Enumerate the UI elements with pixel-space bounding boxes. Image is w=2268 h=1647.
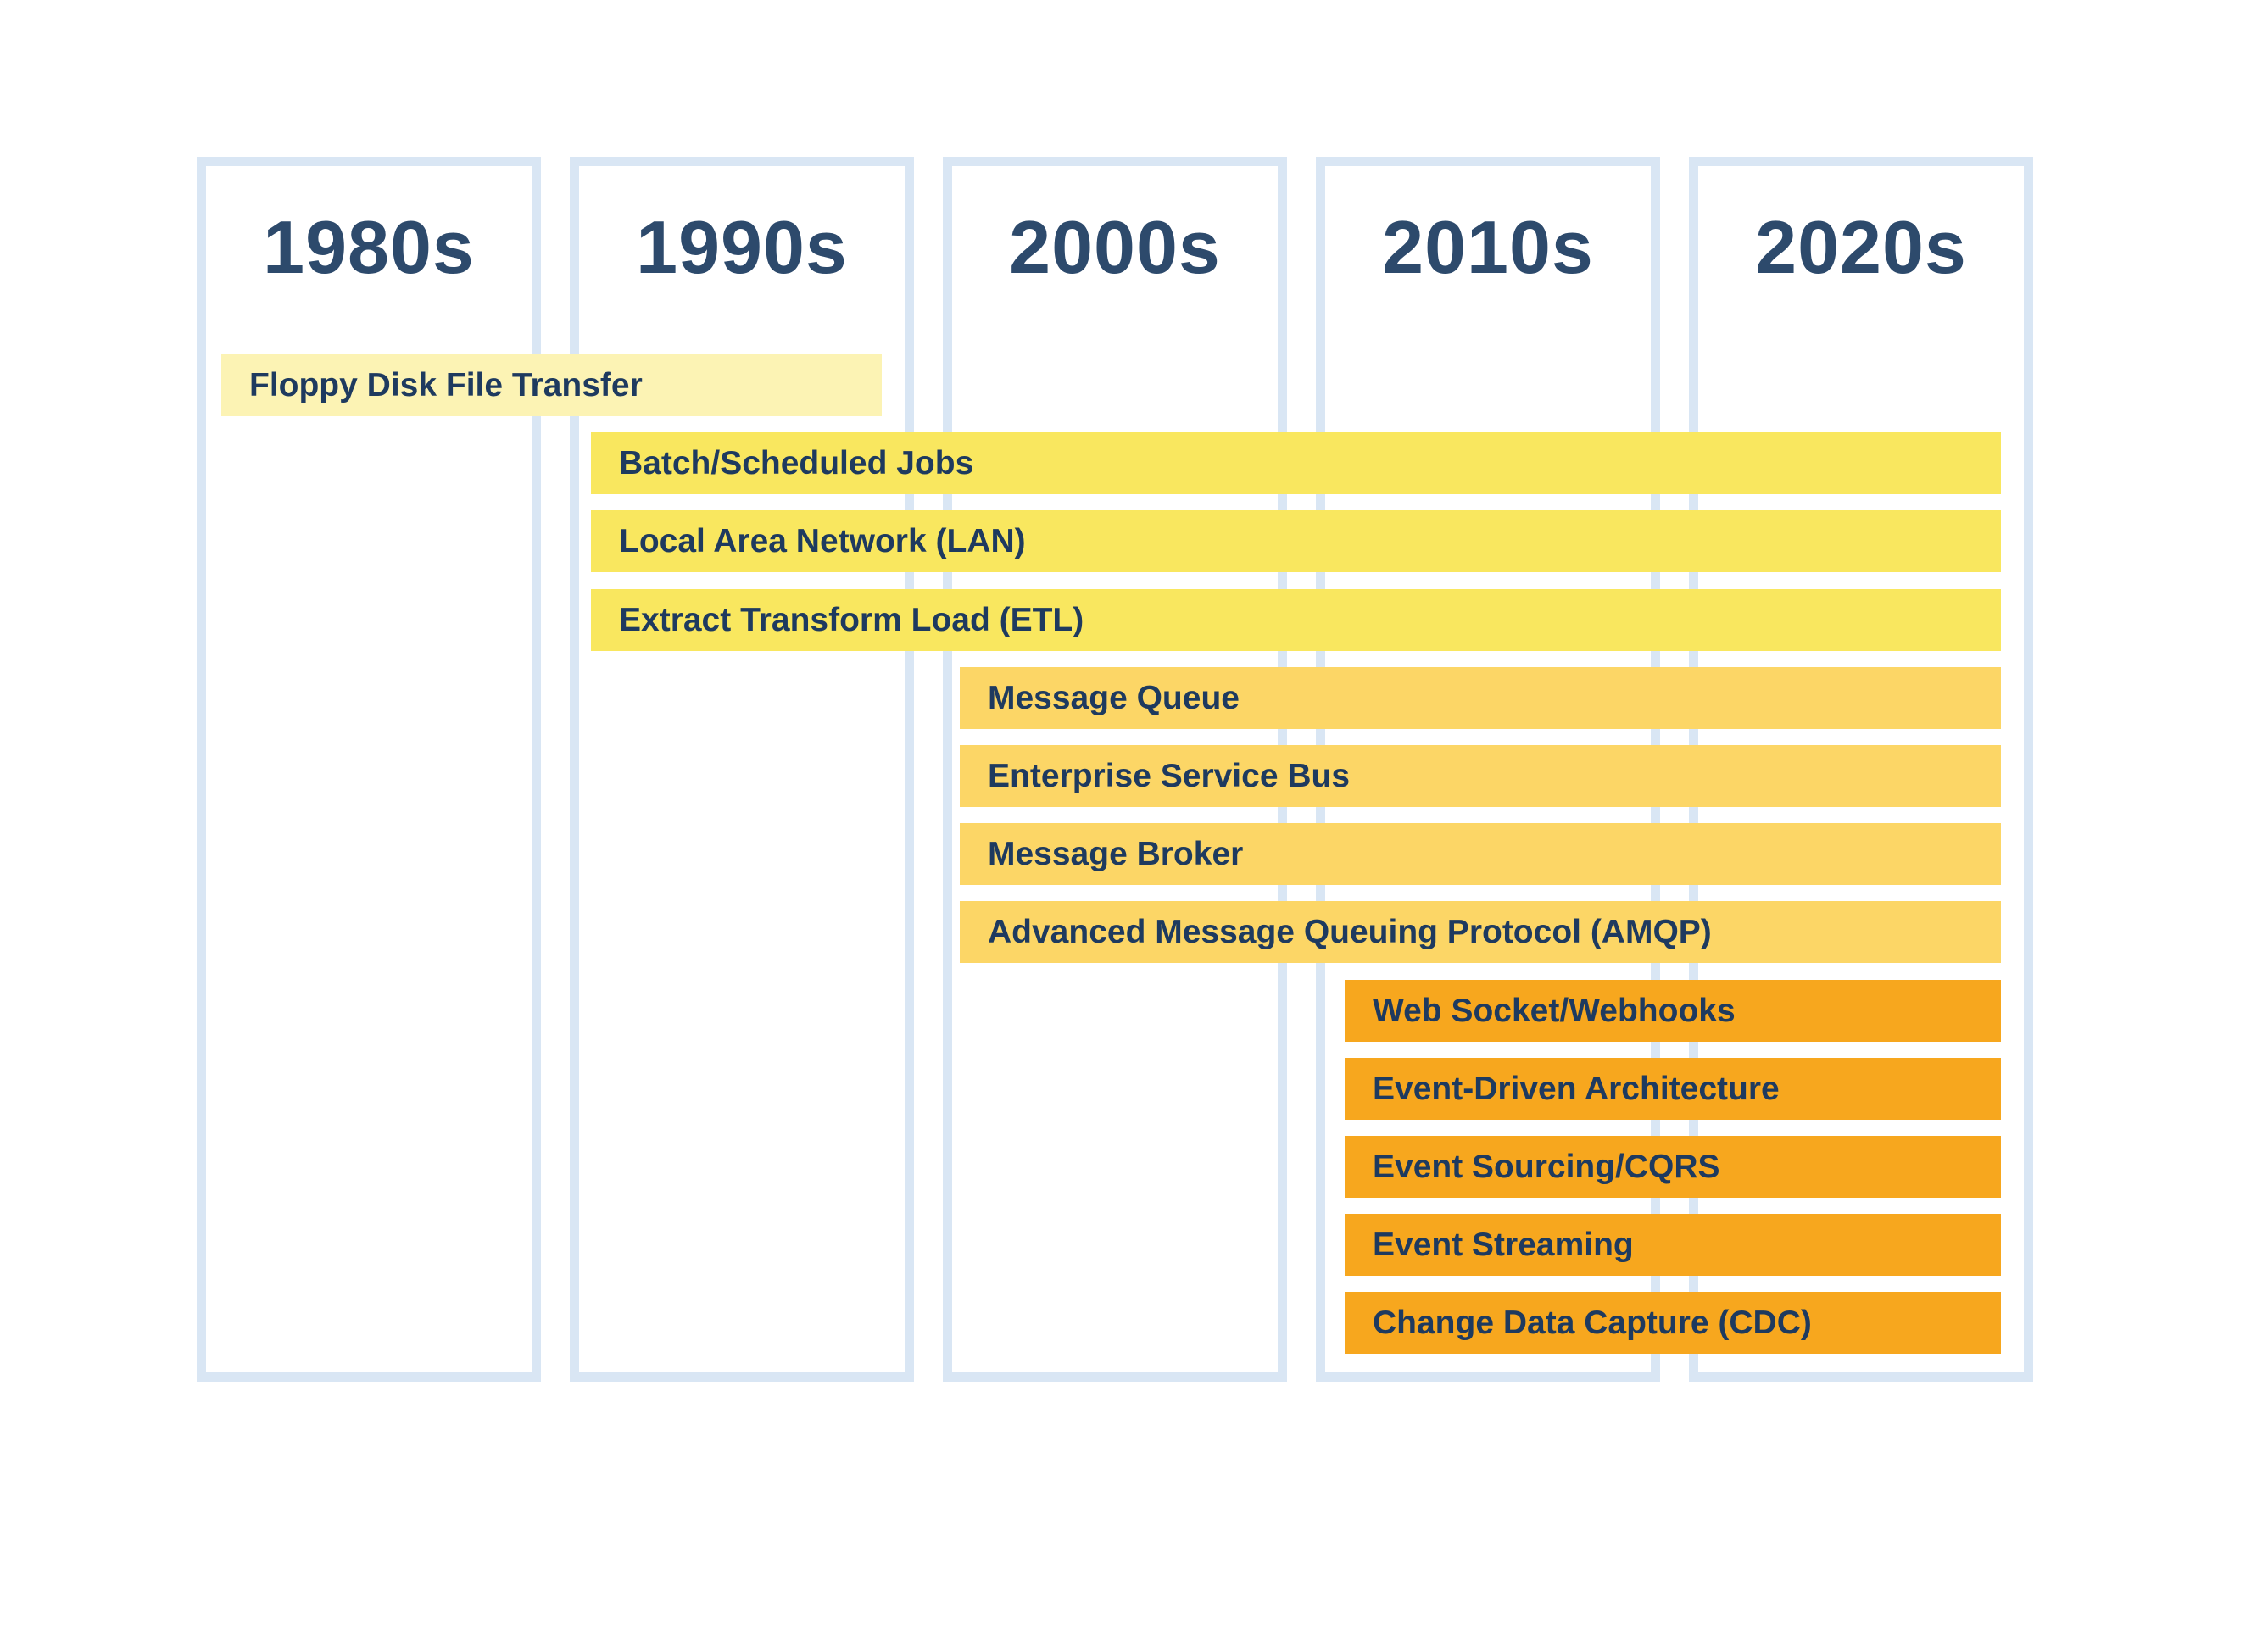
timeline-bar-event-driven-architecture: Event-Driven Architecture (1345, 1058, 2001, 1120)
timeline-bar-event-sourcing-cqrs: Event Sourcing/CQRS (1345, 1136, 2001, 1198)
timeline-bar-enterprise-service-bus: Enterprise Service Bus (960, 745, 2001, 807)
decade-column-1980s: 1980s (197, 157, 541, 1382)
timeline-bar-label: Event Streaming (1373, 1226, 1634, 1263)
timeline-bar-web-socket-webhooks: Web Socket/Webhooks (1345, 980, 2001, 1042)
timeline-bar-change-data-capture-cdc: Change Data Capture (CDC) (1345, 1292, 2001, 1354)
timeline-bar-message-queue: Message Queue (960, 667, 2001, 729)
timeline-bar-label: Message Queue (988, 679, 1240, 716)
timeline-bar-label: Local Area Network (LAN) (619, 522, 1026, 559)
decade-column-1990s: 1990s (570, 157, 914, 1382)
decade-label: 1980s (263, 205, 475, 289)
timeline-bar-label: Web Socket/Webhooks (1373, 992, 1736, 1029)
decade-label: 2020s (1755, 205, 1967, 289)
timeline-bar-label: Advanced Message Queuing Protocol (AMQP) (988, 913, 1712, 950)
timeline-bar-message-broker: Message Broker (960, 823, 2001, 885)
timeline-bar-label: Extract Transform Load (ETL) (619, 601, 1084, 638)
timeline-bar-label: Event-Driven Architecture (1373, 1070, 1780, 1107)
decade-label: 2000s (1009, 205, 1221, 289)
timeline-bar-extract-transform-load-etl: Extract Transform Load (ETL) (591, 589, 2001, 651)
timeline-bar-label: Message Broker (988, 835, 1244, 872)
decade-label: 1990s (636, 205, 848, 289)
timeline-bar-label: Event Sourcing/CQRS (1373, 1148, 1720, 1185)
timeline-bar-local-area-network-lan: Local Area Network (LAN) (591, 510, 2001, 572)
timeline-bar-advanced-message-queuing-protocol-amqp: Advanced Message Queuing Protocol (AMQP) (960, 901, 2001, 963)
timeline-bar-label: Change Data Capture (CDC) (1373, 1304, 1812, 1341)
timeline-bar-event-streaming: Event Streaming (1345, 1214, 2001, 1276)
timeline-bar-label: Batch/Scheduled Jobs (619, 444, 974, 481)
timeline-bar-batch-scheduled-jobs: Batch/Scheduled Jobs (591, 432, 2001, 494)
timeline-bar-floppy-disk-file-transfer: Floppy Disk File Transfer (221, 354, 882, 416)
decade-label: 2010s (1382, 205, 1594, 289)
timeline-bar-label: Enterprise Service Bus (988, 757, 1351, 794)
timeline-bar-label: Floppy Disk File Transfer (249, 366, 643, 403)
